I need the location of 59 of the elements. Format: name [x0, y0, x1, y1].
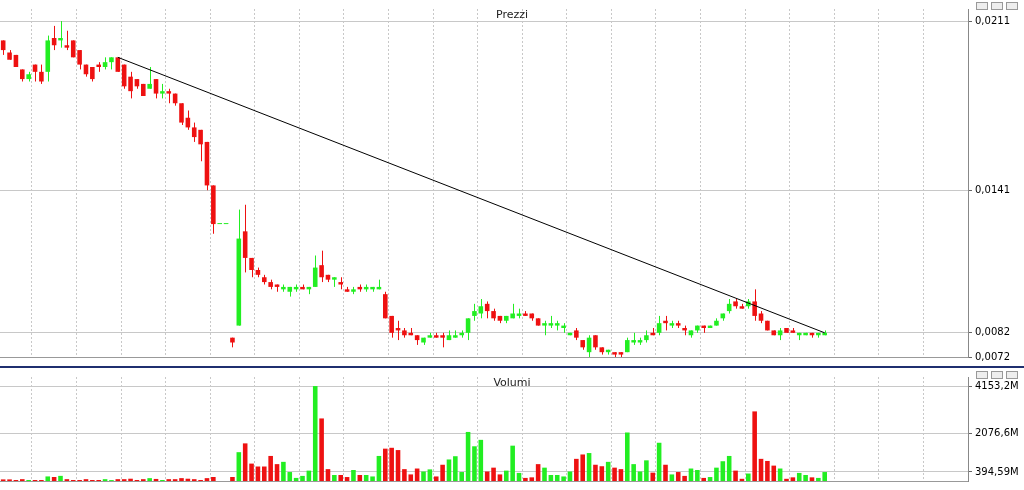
bar: [370, 476, 375, 481]
y-tick-label: 0,0072: [975, 350, 1010, 362]
candlestick: [128, 71, 133, 99]
y-tick-label: 0,0082: [975, 326, 1010, 338]
bar: [249, 463, 254, 481]
bar: [669, 474, 675, 481]
bar: [714, 467, 719, 481]
bar: [733, 470, 738, 481]
bar: [427, 469, 433, 481]
bar: [204, 478, 210, 481]
y-tick-label: 394,59M: [975, 465, 1019, 477]
candlestick: [153, 78, 159, 99]
candlestick: [179, 102, 184, 126]
bar: [790, 477, 796, 481]
bar: [497, 474, 503, 481]
bar: [752, 411, 757, 481]
candlestick: [58, 20, 63, 49]
bar: [542, 467, 547, 481]
bar: [338, 474, 343, 481]
candlestick: [64, 30, 70, 51]
bar: [746, 473, 751, 481]
bar: [300, 475, 305, 481]
bar: [784, 478, 789, 481]
y-tick-label: 0,0141: [975, 183, 1010, 195]
candlestick: [147, 66, 152, 90]
bar: [351, 470, 356, 481]
bar: [809, 477, 815, 481]
bar: [332, 474, 337, 481]
candlestick: [312, 255, 318, 288]
bar: [701, 477, 706, 481]
chart-title: Prezzi: [495, 7, 529, 21]
bar: [593, 464, 598, 481]
bar: [491, 467, 496, 481]
chart-title: Volumi: [493, 375, 531, 389]
candlestick: [752, 288, 757, 322]
bar: [58, 475, 63, 481]
bar: [612, 467, 617, 481]
bar: [128, 478, 133, 481]
bar: [179, 478, 184, 481]
y-tick-label: 0,0211: [975, 14, 1010, 26]
candlestick: [465, 317, 471, 341]
bar: [650, 472, 656, 481]
bar: [421, 471, 426, 481]
y-tick-label: 4153,2M: [975, 379, 1019, 391]
y-tick-label: 2076,6M: [975, 427, 1019, 439]
bar: [211, 477, 216, 481]
candlestick: [656, 315, 662, 336]
candlestick: [319, 250, 324, 283]
bar: [644, 460, 649, 481]
bar: [45, 476, 51, 481]
bar: [319, 418, 324, 481]
bar: [312, 386, 318, 481]
candlestick: [39, 64, 44, 85]
bar: [472, 446, 477, 481]
bar: [695, 470, 700, 481]
candlestick: [478, 298, 484, 319]
bar: [147, 478, 152, 481]
bar: [230, 477, 235, 481]
bar: [663, 464, 668, 481]
